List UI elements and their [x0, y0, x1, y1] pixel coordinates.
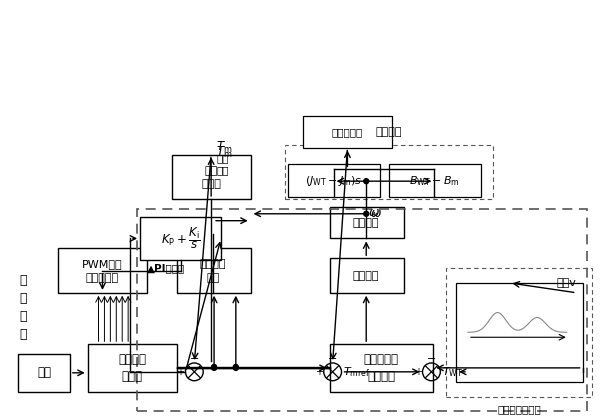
Text: $B_{\rm WT}-B_{\rm m}$: $B_{\rm WT}-B_{\rm m}$: [409, 174, 460, 188]
Text: 低通滤波器: 低通滤波器: [332, 127, 363, 137]
Text: −: −: [427, 354, 436, 364]
Text: $T_{\rm m}$: $T_{\rm m}$: [216, 145, 232, 160]
Circle shape: [364, 179, 368, 184]
FancyBboxPatch shape: [19, 354, 70, 392]
Text: 位置检测: 位置检测: [353, 271, 379, 281]
Text: $K_{\rm P}+\dfrac{K_{\rm i}}{s}$: $K_{\rm P}+\dfrac{K_{\rm i}}{s}$: [160, 226, 200, 251]
FancyBboxPatch shape: [288, 164, 380, 197]
Text: +: +: [177, 367, 185, 377]
Text: ▲PI控制器: ▲PI控制器: [147, 263, 185, 273]
FancyBboxPatch shape: [172, 155, 250, 199]
FancyBboxPatch shape: [456, 283, 583, 382]
Bar: [446, 268, 592, 397]
Text: ω: ω: [369, 206, 380, 219]
Text: +: +: [414, 367, 422, 377]
Text: +: +: [315, 367, 323, 377]
FancyBboxPatch shape: [330, 207, 404, 239]
FancyBboxPatch shape: [177, 248, 250, 293]
Text: ω: ω: [371, 207, 382, 220]
Text: 电源: 电源: [37, 366, 51, 379]
Text: $T_{\rm mref}$: $T_{\rm mref}$: [344, 365, 371, 379]
Text: $T_{\rm m}$: $T_{\rm m}$: [216, 140, 232, 155]
Text: $(J_{\rm WT}-J_{\rm m})s$: $(J_{\rm WT}-J_{\rm m})s$: [305, 174, 362, 188]
Text: 转矩补偿: 转矩补偿: [376, 127, 402, 137]
FancyBboxPatch shape: [330, 344, 433, 392]
Text: 三相全桥
逆变器: 三相全桥 逆变器: [118, 353, 146, 383]
FancyBboxPatch shape: [303, 116, 392, 148]
FancyBboxPatch shape: [88, 344, 177, 392]
Text: 风轮机模拟
用电动机: 风轮机模拟 用电动机: [364, 353, 399, 383]
Circle shape: [212, 364, 217, 370]
Text: 风速v: 风速v: [557, 278, 577, 288]
FancyBboxPatch shape: [140, 217, 221, 260]
Text: $T_{\rm WT}$: $T_{\rm WT}$: [442, 365, 463, 379]
Bar: [137, 209, 586, 411]
Circle shape: [234, 364, 238, 370]
Circle shape: [234, 365, 238, 370]
Text: −: −: [189, 354, 199, 364]
Text: 转矩
观测器: 转矩 观测器: [201, 166, 221, 189]
Circle shape: [364, 212, 368, 216]
Circle shape: [212, 365, 217, 370]
Text: 电压电流
采样: 电压电流 采样: [200, 260, 226, 283]
Text: 控
制
电
路: 控 制 电 路: [20, 274, 27, 341]
FancyBboxPatch shape: [330, 258, 404, 293]
Text: 速度计算: 速度计算: [353, 218, 379, 228]
Text: 风轮机转矩计算: 风轮机转矩计算: [497, 405, 541, 414]
Text: 实时
转矩: 实时 转矩: [216, 153, 229, 176]
Bar: [285, 145, 492, 199]
FancyBboxPatch shape: [389, 164, 481, 197]
Text: −: −: [328, 354, 338, 364]
Text: PWM产生
和驱动装置: PWM产生 和驱动装置: [82, 260, 123, 283]
FancyBboxPatch shape: [58, 248, 147, 293]
